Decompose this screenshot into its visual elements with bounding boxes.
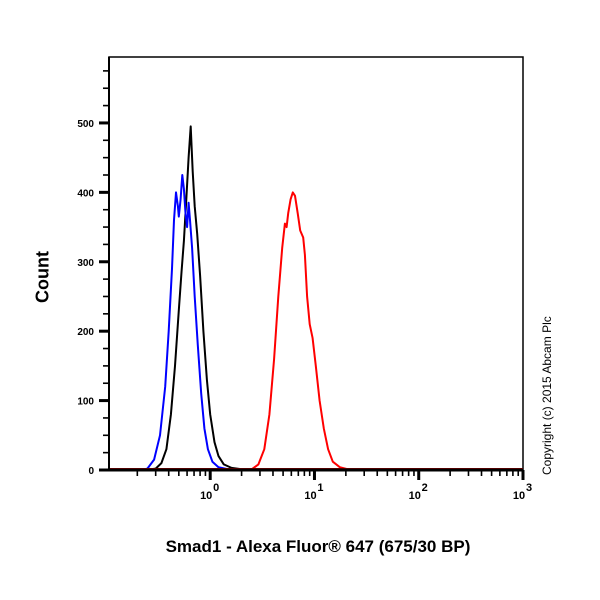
y-tick-label: 200 bbox=[77, 327, 94, 338]
series-smad1-stained bbox=[109, 191, 523, 471]
x-axis-label: Smad1 - Alexa Fluor® 647 (675/30 BP) bbox=[165, 537, 471, 556]
x-tick-exponent: 3 bbox=[526, 482, 532, 494]
x-tick-exponent: 1 bbox=[317, 482, 323, 494]
y-tick-label: 500 bbox=[77, 119, 94, 130]
plot-border bbox=[108, 56, 524, 471]
y-axis: 0 100 200 300 400 500 bbox=[77, 57, 110, 477]
y-axis-label: Count bbox=[28, 251, 58, 303]
y-tick-label: 0 bbox=[88, 466, 94, 477]
x-tick-exponent: 0 bbox=[213, 482, 219, 494]
plot-frame bbox=[108, 56, 524, 471]
copyright-notice: Copyright (c) 2015 Abcam Plc bbox=[540, 316, 554, 475]
series-isotype-control bbox=[109, 174, 523, 471]
x-tick-exponent: 2 bbox=[422, 482, 428, 494]
y-tick-label: 300 bbox=[77, 258, 94, 269]
y-axis-label-text: Count bbox=[32, 251, 53, 303]
x-tick-label: 10 bbox=[200, 490, 212, 502]
y-tick-label: 100 bbox=[77, 397, 94, 408]
x-tick-label: 10 bbox=[304, 490, 316, 502]
x-tick-label: 10 bbox=[513, 490, 525, 502]
x-tick-label: 10 bbox=[409, 490, 421, 502]
series-unlabelled-control bbox=[109, 125, 523, 471]
y-tick-label: 400 bbox=[77, 188, 94, 199]
